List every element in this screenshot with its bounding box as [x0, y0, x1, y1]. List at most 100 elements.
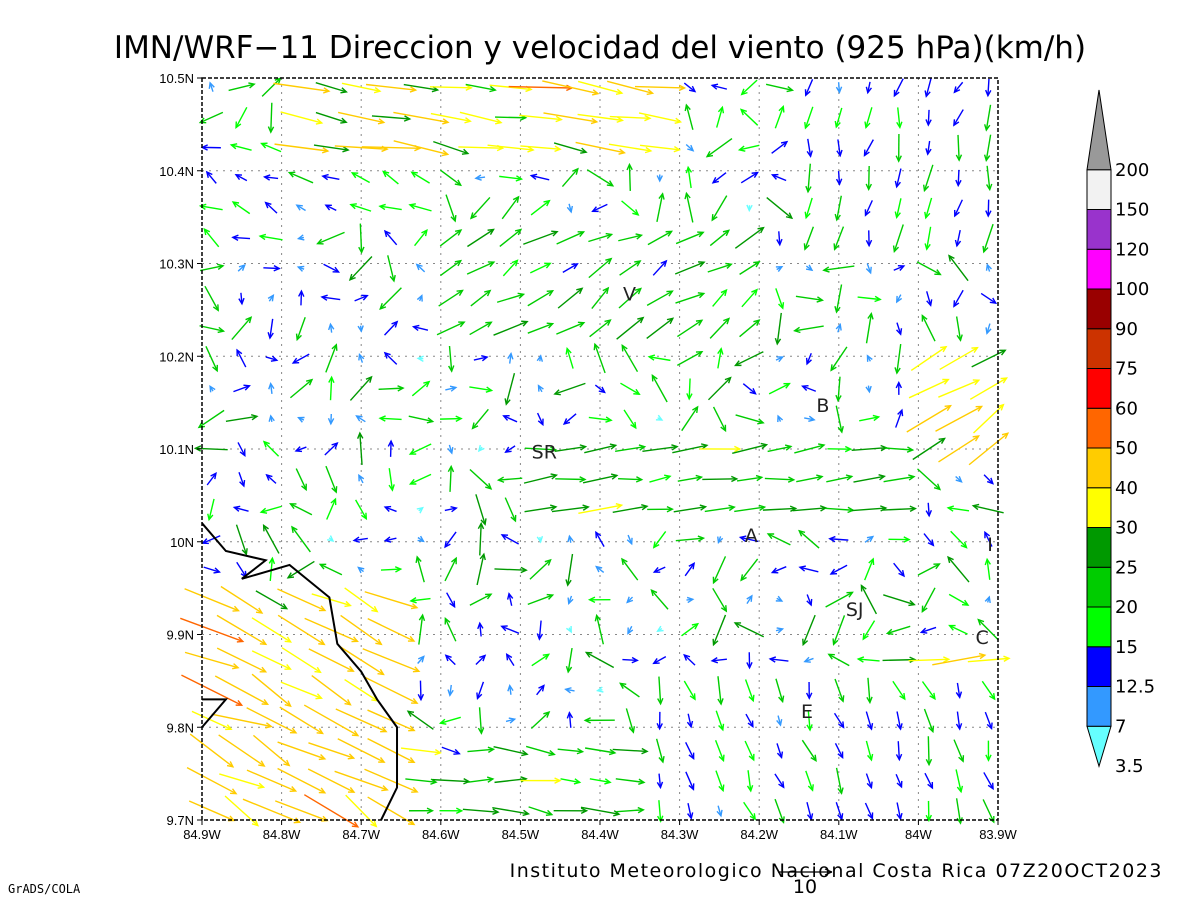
wind-vector: [321, 173, 340, 181]
lat-tick-label: 10.5N: [159, 71, 194, 86]
wind-vector: [327, 322, 335, 333]
wind-vector: [352, 536, 368, 543]
wind-vector: [948, 593, 970, 606]
legend-level-label: 7: [1115, 716, 1126, 737]
wind-vector: [822, 265, 855, 273]
wind-vector: [298, 289, 305, 306]
wind-vector: [711, 195, 728, 222]
wind-vector: [355, 415, 366, 423]
wind-vector: [687, 803, 694, 820]
wind-vector: [236, 348, 247, 368]
wind-vector: [470, 289, 492, 307]
wind-vector: [955, 316, 963, 342]
axis-tick-labels: 84.9W 84.8W 84.7W 84.6W 84.5W 84.4W 84.3W 84.2W…: [159, 71, 1017, 842]
legend-swatch: [1086, 646, 1112, 687]
wind-vector: [564, 687, 575, 694]
wind-vector: [953, 289, 964, 308]
wind-vector: [796, 474, 824, 483]
wind-vector: [917, 563, 941, 576]
legend-swatch: [1086, 248, 1112, 290]
wind-vector: [742, 383, 757, 395]
wind-vector: [447, 684, 454, 697]
wind-vector: [804, 415, 816, 423]
wind-vector: [739, 319, 761, 338]
lon-tick-label: 84.1W: [820, 827, 858, 842]
wind-vector: [409, 807, 435, 814]
wind-vector: [337, 111, 386, 125]
wind-vector: [710, 83, 728, 90]
wind-vector: [291, 525, 311, 553]
legend-swatch: [1086, 447, 1112, 489]
wind-vector: [856, 656, 880, 663]
wind-vector: [379, 287, 402, 311]
legend-swatch: [1086, 725, 1112, 768]
wind-vector: [702, 475, 739, 483]
wind-vector: [834, 743, 844, 759]
legend-level-label: 50: [1115, 438, 1138, 459]
wind-vector: [712, 406, 727, 433]
wind-vector: [673, 504, 708, 513]
wind-vector: [888, 536, 911, 543]
wind-vector: [589, 319, 612, 338]
wind-vector: [252, 734, 291, 767]
wind-vector: [626, 596, 634, 604]
wind-vector: [335, 708, 388, 733]
wind-vector: [736, 474, 764, 482]
city-label: SR: [532, 441, 557, 463]
wind-vector: [775, 595, 784, 602]
wind-vector: [925, 800, 933, 823]
wind-vector: [561, 167, 579, 188]
wind-vector: [469, 196, 491, 220]
wind-vector: [775, 356, 785, 363]
wind-vector: [446, 592, 456, 609]
wind-vector: [683, 680, 696, 701]
wind-vector: [235, 524, 248, 556]
wind-vector: [833, 712, 845, 729]
color-legend: 3.5 7 12.5 15 20 25 30 40 50 60 75 90 100 120 150 200: [1086, 89, 1155, 777]
wind-vector: [198, 203, 223, 211]
city-label: E: [801, 701, 813, 723]
wind-vector: [916, 261, 942, 276]
wind-vector: [621, 557, 639, 581]
wind-vector: [948, 254, 969, 282]
wind-vector: [775, 627, 785, 634]
wind-vector: [502, 414, 518, 423]
wind-vector: [859, 414, 881, 422]
wind-vector: [496, 292, 526, 303]
wind-vector: [746, 204, 753, 213]
wind-vector: [203, 566, 221, 574]
wind-vector: [741, 288, 759, 308]
wind-vector: [308, 648, 355, 672]
wind-vector: [676, 319, 704, 338]
wind-vector: [866, 354, 873, 362]
wind-vector: [364, 676, 419, 704]
wind-vector: [686, 596, 695, 604]
wind-vector: [311, 675, 352, 706]
wind-vector: [984, 530, 993, 547]
wind-vector: [341, 82, 382, 94]
lat-tick-label: 10.4N: [159, 164, 194, 179]
wind-vector: [912, 437, 946, 461]
wind-vector: [827, 653, 850, 667]
wind-vector: [238, 292, 245, 306]
wind-vector: [303, 794, 360, 828]
wind-vector: [924, 772, 934, 790]
wind-vector: [207, 498, 215, 522]
wind-vector: [584, 443, 618, 454]
wind-vector: [717, 347, 724, 369]
wind-vector: [584, 747, 617, 756]
wind-vector: [462, 808, 500, 815]
wind-vector: [277, 767, 327, 794]
wind-vector: [411, 324, 429, 332]
wind-vector: [387, 439, 395, 457]
wind-vector: [492, 806, 531, 817]
wind-vector: [707, 376, 732, 401]
wind-vector: [766, 533, 791, 546]
wind-vector: [618, 287, 642, 309]
wind-vector: [259, 505, 282, 514]
wind-vector: [562, 263, 579, 273]
wind-vector: [619, 260, 642, 276]
wind-vector: [743, 801, 757, 821]
wind-vector: [258, 233, 283, 241]
wind-vector: [834, 678, 845, 703]
